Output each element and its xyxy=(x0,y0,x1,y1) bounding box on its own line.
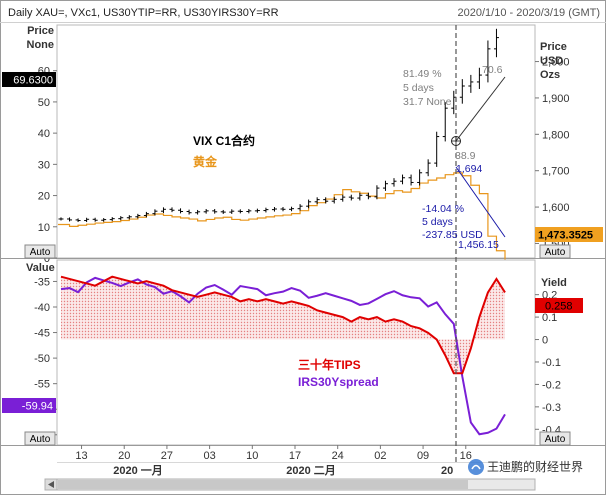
vix-days: 5 days xyxy=(403,82,434,94)
bottom-left-tick-label: -45 xyxy=(34,328,50,340)
gold-end-value: 1,456.15 xyxy=(458,239,499,251)
bottom-left-tick-label: -50 xyxy=(34,353,50,365)
tips-fill-area xyxy=(61,276,505,374)
legend-gold: 黄金 xyxy=(193,154,218,169)
bottom-left-last-value: -59.94 xyxy=(22,401,53,413)
legend-tips: 三十年TIPS xyxy=(298,357,361,372)
vix-measure-line xyxy=(455,76,506,142)
x-tick-label: 03 xyxy=(203,450,215,462)
bottom-left-last-value-badge xyxy=(2,398,56,413)
bottom-left-tick-label: -40 xyxy=(34,302,50,314)
x-tick-label: 13 xyxy=(75,450,87,462)
top-right-last-value-badge xyxy=(535,227,603,242)
top-right-axis-label-2: USD xyxy=(540,55,563,67)
watermark-logo-icon xyxy=(468,459,484,475)
bottom-right-tick-label: -0.2 xyxy=(542,379,561,391)
scroll-left-icon xyxy=(48,481,54,488)
top-left-tick-label: 30 xyxy=(38,159,50,171)
horizontal-scrollbar-thumb[interactable] xyxy=(58,480,468,489)
x-month-label-feb: 2020 二月 xyxy=(286,464,336,477)
gold-measure-line xyxy=(455,166,506,238)
x-tick-label: 09 xyxy=(417,450,429,462)
top-right-tick-label: 1,800 xyxy=(542,129,570,141)
top-left-last-value-badge xyxy=(2,72,56,87)
watermark-logo-glyph xyxy=(471,464,481,470)
vix-end-value: 70.6 xyxy=(482,64,503,76)
x-tick-label: 02 xyxy=(374,450,386,462)
top-left-tick-label: 20 xyxy=(38,191,50,203)
top-right-tick-label: 1,700 xyxy=(542,166,570,178)
top-right-tick-label: 2,000 xyxy=(542,57,570,69)
x-month-label-mar: 20 xyxy=(441,465,453,477)
gold-days: 5 days xyxy=(422,216,453,228)
tips-fill xyxy=(61,276,505,374)
bottom-right-auto-button[interactable] xyxy=(539,431,571,446)
bottom-left-tick-label: -55 xyxy=(34,379,50,391)
legend-vix: VIX C1合约 xyxy=(193,133,255,148)
gold-pct-change: -14.04 % xyxy=(422,203,464,215)
gold-start-value: 1,694 xyxy=(456,163,482,175)
x-tick-label: 16 xyxy=(460,450,472,462)
vix-start-value: 38.9 xyxy=(455,150,476,162)
bottom-left-tick-label: -35 xyxy=(34,276,50,288)
gold-line xyxy=(58,172,506,260)
header-date-range: 2020/1/10 - 2020/3/19 (GMT) xyxy=(458,7,600,19)
x-tick-label: 20 xyxy=(118,450,130,462)
watermark-text: 王迪鹏的财经世界 xyxy=(487,459,583,474)
top-left-axis-label-2: None xyxy=(27,39,55,51)
x-tick-label: 27 xyxy=(161,450,173,462)
x-tick-label: 17 xyxy=(289,450,301,462)
top-right-auto-button[interactable] xyxy=(539,244,571,259)
bottom-right-last-value: 0.258 xyxy=(545,301,573,313)
top-left-axis-label-1: Price xyxy=(27,25,54,37)
spread-line xyxy=(60,276,506,436)
bottom-left-axis-label: Value xyxy=(26,262,55,274)
vix-series xyxy=(58,28,499,223)
bottom-right-axis-label: Yield xyxy=(541,277,567,289)
x-tick-label: 10 xyxy=(246,450,258,462)
top-right-axis-label-1: Price xyxy=(540,41,567,53)
top-left-auto-button[interactable] xyxy=(24,244,56,259)
top-left-tick-label: 0 xyxy=(44,253,50,265)
gold-series xyxy=(58,172,506,260)
top-left-tick-label: 40 xyxy=(38,128,50,140)
header-title: Daily XAU=, VXc1, US30YTIP=RR, US30YIRS3… xyxy=(8,7,279,19)
top-right-auto-label: Auto xyxy=(545,247,566,258)
top-left-tick-label: 50 xyxy=(38,97,50,109)
top-right-tick-label: 1,600 xyxy=(542,202,570,214)
x-month-label-jan: 2020 一月 xyxy=(113,464,163,477)
bottom-right-tick-label: 0.1 xyxy=(542,312,557,324)
top-left-last-value: 69.6300 xyxy=(13,75,53,87)
bottom-right-last-value-badge xyxy=(535,298,583,313)
tips-line xyxy=(60,275,506,375)
vix-abs-change: 31.7 None xyxy=(403,96,452,108)
tips-series xyxy=(60,275,506,375)
gold-abs-change: -237.85 USD xyxy=(422,229,483,241)
x-tick-label: 24 xyxy=(332,450,344,462)
top-left-tick-label: 10 xyxy=(38,222,50,234)
top-right-axis-label-3: Ozs xyxy=(540,69,560,81)
bottom-left-auto-button[interactable] xyxy=(24,431,56,446)
bottom-right-auto-label: Auto xyxy=(545,434,566,445)
top-right-tick-label: 1,900 xyxy=(542,93,570,105)
x-axis-day-ticks: 13 20 27 03 10 17 24 02 09 16 xyxy=(75,445,472,462)
bottom-right-tick-label: 0 xyxy=(542,335,548,347)
legend-spread: IRS30Yspread xyxy=(298,375,379,389)
top-left-auto-label: Auto xyxy=(30,247,51,258)
vix-pct-change: 81.49 % xyxy=(403,68,442,80)
top-plot-area xyxy=(56,24,536,259)
bottom-right-tick-label: -0.1 xyxy=(542,357,561,369)
top-right-last-value: 1,473.3525 xyxy=(538,230,593,242)
bottom-right-tick-label: -0.3 xyxy=(542,402,561,414)
bottom-left-auto-label: Auto xyxy=(30,434,51,445)
